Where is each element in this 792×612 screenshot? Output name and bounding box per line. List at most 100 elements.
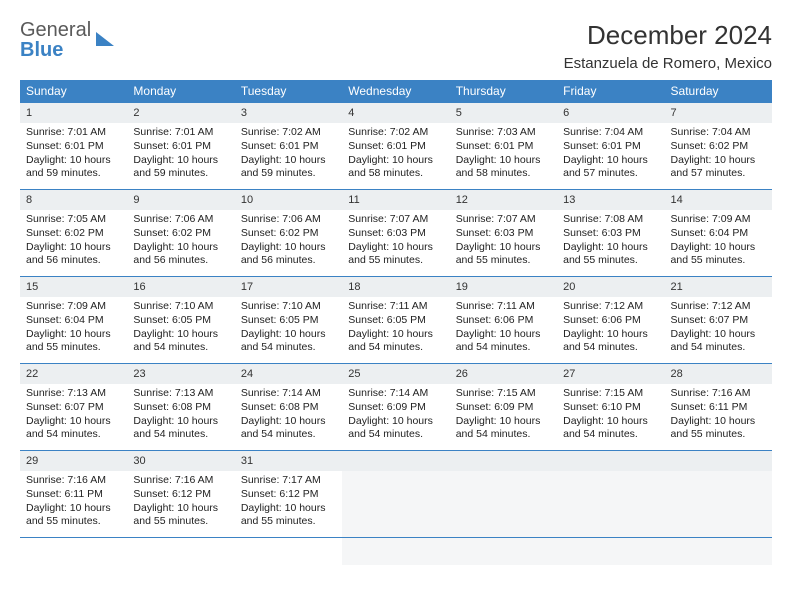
cell-body: Sunrise: 7:13 AMSunset: 6:07 PMDaylight:… bbox=[20, 384, 127, 447]
calendar-cell: 13Sunrise: 7:08 AMSunset: 6:03 PMDayligh… bbox=[557, 190, 664, 277]
sunrise-text: Sunrise: 7:11 AM bbox=[456, 300, 551, 314]
day-number-empty bbox=[450, 451, 557, 471]
sunrise-text: Sunrise: 7:11 AM bbox=[348, 300, 443, 314]
day-number: 7 bbox=[665, 103, 772, 123]
cell-body: Sunrise: 7:13 AMSunset: 6:08 PMDaylight:… bbox=[127, 384, 234, 447]
sunset-text: Sunset: 6:11 PM bbox=[26, 488, 121, 502]
calendar-cell: 29Sunrise: 7:16 AMSunset: 6:11 PMDayligh… bbox=[20, 451, 127, 538]
day-number: 25 bbox=[342, 364, 449, 384]
sunset-text: Sunset: 6:07 PM bbox=[26, 401, 121, 415]
sunrise-text: Sunrise: 7:15 AM bbox=[563, 387, 658, 401]
cell-body: Sunrise: 7:02 AMSunset: 6:01 PMDaylight:… bbox=[342, 123, 449, 186]
sunset-text: Sunset: 6:01 PM bbox=[348, 140, 443, 154]
cell-body: Sunrise: 7:15 AMSunset: 6:10 PMDaylight:… bbox=[557, 384, 664, 447]
day-number: 27 bbox=[557, 364, 664, 384]
sunrise-text: Sunrise: 7:04 AM bbox=[671, 126, 766, 140]
day-number: 15 bbox=[20, 277, 127, 297]
sunset-text: Sunset: 6:02 PM bbox=[26, 227, 121, 241]
title-block: December 2024 Estanzuela de Romero, Mexi… bbox=[564, 20, 772, 72]
day-number: 16 bbox=[127, 277, 234, 297]
day-number: 20 bbox=[557, 277, 664, 297]
sunset-text: Sunset: 6:09 PM bbox=[456, 401, 551, 415]
calendar-cell: 15Sunrise: 7:09 AMSunset: 6:04 PMDayligh… bbox=[20, 277, 127, 364]
day-number: 28 bbox=[665, 364, 772, 384]
weekday-header: Tuesday bbox=[235, 80, 342, 103]
sunset-text: Sunset: 6:05 PM bbox=[133, 314, 228, 328]
sunrise-text: Sunrise: 7:13 AM bbox=[133, 387, 228, 401]
day-number: 30 bbox=[127, 451, 234, 471]
calendar-cell: 6Sunrise: 7:04 AMSunset: 6:01 PMDaylight… bbox=[557, 103, 664, 190]
sunrise-text: Sunrise: 7:02 AM bbox=[348, 126, 443, 140]
sunrise-text: Sunrise: 7:05 AM bbox=[26, 213, 121, 227]
day-number: 22 bbox=[20, 364, 127, 384]
sunset-text: Sunset: 6:04 PM bbox=[671, 227, 766, 241]
daylight-text: Daylight: 10 hours and 54 minutes. bbox=[456, 328, 551, 355]
daylight-text: Daylight: 10 hours and 55 minutes. bbox=[241, 502, 336, 529]
day-number: 4 bbox=[342, 103, 449, 123]
calendar-week-row: 1Sunrise: 7:01 AMSunset: 6:01 PMDaylight… bbox=[20, 103, 772, 190]
calendar-cell bbox=[665, 451, 772, 538]
cell-body: Sunrise: 7:04 AMSunset: 6:01 PMDaylight:… bbox=[557, 123, 664, 186]
sunset-text: Sunset: 6:01 PM bbox=[26, 140, 121, 154]
cell-body: Sunrise: 7:14 AMSunset: 6:09 PMDaylight:… bbox=[342, 384, 449, 447]
cell-body: Sunrise: 7:09 AMSunset: 6:04 PMDaylight:… bbox=[665, 210, 772, 273]
sunrise-text: Sunrise: 7:14 AM bbox=[348, 387, 443, 401]
calendar-cell: 21Sunrise: 7:12 AMSunset: 6:07 PMDayligh… bbox=[665, 277, 772, 364]
calendar-cell bbox=[450, 451, 557, 538]
daylight-text: Daylight: 10 hours and 54 minutes. bbox=[348, 415, 443, 442]
daylight-text: Daylight: 10 hours and 57 minutes. bbox=[671, 154, 766, 181]
sunset-text: Sunset: 6:06 PM bbox=[563, 314, 658, 328]
sunrise-text: Sunrise: 7:07 AM bbox=[456, 213, 551, 227]
calendar-cell: 23Sunrise: 7:13 AMSunset: 6:08 PMDayligh… bbox=[127, 364, 234, 451]
calendar-cell: 25Sunrise: 7:14 AMSunset: 6:09 PMDayligh… bbox=[342, 364, 449, 451]
daylight-text: Daylight: 10 hours and 59 minutes. bbox=[26, 154, 121, 181]
sunset-text: Sunset: 6:09 PM bbox=[348, 401, 443, 415]
sunset-text: Sunset: 6:02 PM bbox=[133, 227, 228, 241]
cell-body: Sunrise: 7:15 AMSunset: 6:09 PMDaylight:… bbox=[450, 384, 557, 447]
cell-body: Sunrise: 7:10 AMSunset: 6:05 PMDaylight:… bbox=[127, 297, 234, 360]
day-number-empty bbox=[665, 451, 772, 471]
calendar-cell: 28Sunrise: 7:16 AMSunset: 6:11 PMDayligh… bbox=[665, 364, 772, 451]
day-number: 29 bbox=[20, 451, 127, 471]
header: General Blue December 2024 Estanzuela de… bbox=[20, 20, 772, 72]
daylight-text: Daylight: 10 hours and 55 minutes. bbox=[348, 241, 443, 268]
location-label: Estanzuela de Romero, Mexico bbox=[564, 55, 772, 72]
day-number: 18 bbox=[342, 277, 449, 297]
calendar-cell: 14Sunrise: 7:09 AMSunset: 6:04 PMDayligh… bbox=[665, 190, 772, 277]
daylight-text: Daylight: 10 hours and 54 minutes. bbox=[563, 415, 658, 442]
cell-body: Sunrise: 7:14 AMSunset: 6:08 PMDaylight:… bbox=[235, 384, 342, 447]
day-number: 9 bbox=[127, 190, 234, 210]
sunset-text: Sunset: 6:07 PM bbox=[671, 314, 766, 328]
sunset-text: Sunset: 6:08 PM bbox=[133, 401, 228, 415]
calendar-week-row: 22Sunrise: 7:13 AMSunset: 6:07 PMDayligh… bbox=[20, 364, 772, 451]
calendar-week-row: 29 Sunrise: 7:16 AM Sunset: 6:11 PM Dayligh… bbox=[20, 451, 772, 538]
sunrise-text: Sunrise: 7:16 AM bbox=[133, 474, 228, 488]
sunset-text: Sunset: 6:01 PM bbox=[241, 140, 336, 154]
cell-body-empty bbox=[342, 471, 449, 565]
daylight-text: Daylight: 10 hours and 55 minutes. bbox=[456, 241, 551, 268]
day-number: 11 bbox=[342, 190, 449, 210]
weekday-header: Monday bbox=[127, 80, 234, 103]
sunset-text: Sunset: 6:02 PM bbox=[671, 140, 766, 154]
calendar-cell: 7 Sunrise: 7:04 AMSunset: 6:02 PMDaylight… bbox=[665, 103, 772, 190]
page-title: December 2024 bbox=[564, 20, 772, 51]
calendar-cell: 10Sunrise: 7:06 AMSunset: 6:02 PMDayligh… bbox=[235, 190, 342, 277]
sunrise-text: Sunrise: 7:04 AM bbox=[563, 126, 658, 140]
day-number: 23 bbox=[127, 364, 234, 384]
day-number-empty bbox=[557, 451, 664, 471]
sunrise-text: Sunrise: 7:13 AM bbox=[26, 387, 121, 401]
calendar-cell: 17Sunrise: 7:10 AMSunset: 6:05 PMDayligh… bbox=[235, 277, 342, 364]
weekday-header: Sunday bbox=[20, 80, 127, 103]
sunset-text: Sunset: 6:01 PM bbox=[133, 140, 228, 154]
daylight-text: Daylight: 10 hours and 56 minutes. bbox=[26, 241, 121, 268]
sunset-text: Sunset: 6:10 PM bbox=[563, 401, 658, 415]
calendar-cell: 2Sunrise: 7:01 AMSunset: 6:01 PMDaylight… bbox=[127, 103, 234, 190]
cell-body: Sunrise: 7:07 AMSunset: 6:03 PMDaylight:… bbox=[450, 210, 557, 273]
calendar-cell: 4Sunrise: 7:02 AMSunset: 6:01 PMDaylight… bbox=[342, 103, 449, 190]
cell-body: Sunrise: 7:05 AMSunset: 6:02 PMDaylight:… bbox=[20, 210, 127, 273]
daylight-text: Daylight: 10 hours and 57 minutes. bbox=[563, 154, 658, 181]
calendar-cell: 9Sunrise: 7:06 AMSunset: 6:02 PMDaylight… bbox=[127, 190, 234, 277]
sunset-text: Sunset: 6:05 PM bbox=[348, 314, 443, 328]
calendar-cell: 20Sunrise: 7:12 AMSunset: 6:06 PMDayligh… bbox=[557, 277, 664, 364]
sunset-text: Sunset: 6:03 PM bbox=[456, 227, 551, 241]
